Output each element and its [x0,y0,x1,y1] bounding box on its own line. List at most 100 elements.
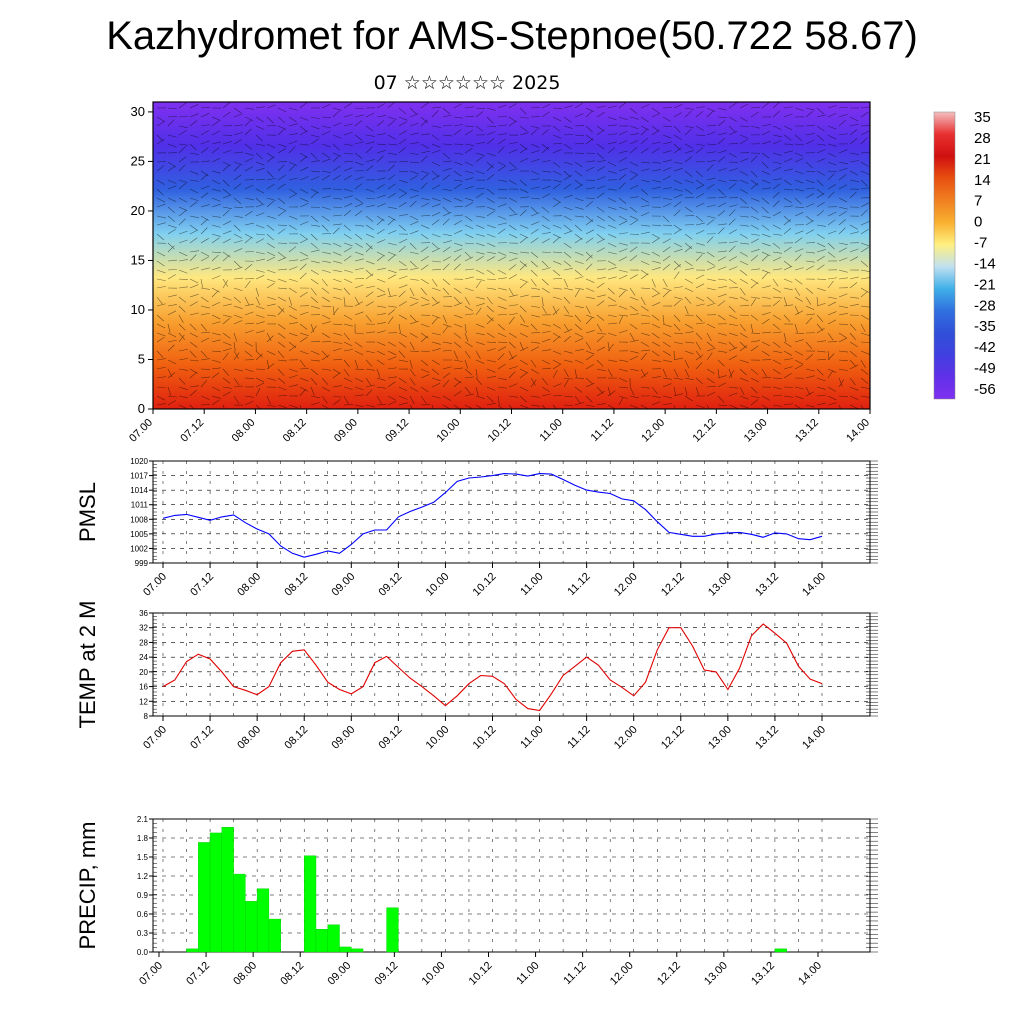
wind-barb [420,174,429,181]
wind-barb [585,330,595,334]
wind-barb [277,323,286,330]
wind-barb [695,386,700,396]
wind-barb [574,142,584,145]
wind-barb [343,103,352,109]
wind-barb [442,218,450,226]
wind-barb [156,251,166,257]
colorbar-label: 21 [974,151,991,168]
wind-barb [530,228,539,235]
wind-barb [178,259,188,262]
wind-barb [695,296,705,302]
wind-barb [321,130,331,136]
y-tick-label: 32 [139,624,148,633]
wind-barb [409,302,419,307]
wind-barb [805,161,813,169]
wind-barb [398,284,408,289]
wind-barb [761,152,770,159]
wind-barb [728,266,738,271]
wind-barb [662,197,672,201]
wind-barb [827,152,837,158]
wind-barb [398,160,408,163]
precip-bar [245,901,258,953]
wind-barb [673,368,679,378]
wind-barb [332,188,343,190]
wind-barb [310,138,319,145]
wind-barb [299,388,306,397]
wind-barb [255,178,265,181]
wind-barb [860,395,870,398]
wind-barb [607,197,617,203]
wind-barb [640,137,648,145]
wind-barb [310,269,319,275]
wind-barb [354,341,363,348]
wind-barb [354,267,364,271]
wind-barb [420,335,428,343]
wind-barb [354,203,364,208]
wind-barb [343,242,353,247]
wind-barb [772,191,780,199]
x-tick-label: 10.12 [467,960,495,988]
wind-barb [343,314,352,320]
wind-barb [640,305,649,312]
wind-barb [486,287,496,290]
wind-barb [827,319,837,325]
wind-barb [387,230,397,235]
wind-barb [717,341,727,345]
wind-barb [662,150,672,154]
y-tick-label: 0.3 [137,929,149,938]
wind-barb [244,184,254,190]
wind-barb [420,350,430,353]
wind-barb [662,359,672,363]
wind-barb [442,160,452,163]
wind-barb [618,116,628,121]
wind-barb [431,314,441,319]
wind-barb [453,404,460,409]
wind-barb [794,278,803,285]
wind-barb [684,386,688,396]
x-tick-label: 10.12 [486,417,514,445]
wind-barb [222,188,231,195]
wind-barb [420,264,429,271]
wind-barb [772,359,782,365]
wind-barb [343,123,353,127]
wind-barb [761,377,771,379]
wind-barb [288,374,298,379]
wind-barb [849,386,859,391]
wind-barb [750,106,760,109]
wind-barb [497,116,507,118]
wind-barb [651,376,661,379]
wind-barb [156,403,166,406]
wind-barb [541,287,550,294]
wind-barb [244,401,254,406]
y-tick-label: 8 [144,712,149,721]
wind-barb [376,228,385,235]
wind-barb [497,305,507,310]
wind-barbs [156,102,870,409]
wind-barb [376,322,386,325]
wind-barb [222,314,232,318]
wind-barb [541,185,551,190]
wind-barb [684,188,693,195]
wind-barb [189,250,199,253]
wind-barb [343,395,349,404]
wind-barb [420,246,429,253]
wind-barb [860,332,870,337]
wind-barb [332,107,342,111]
wind-barb [409,377,416,386]
wind-barb [651,287,660,294]
wind-barb [255,350,263,358]
y-tick-label: 1002 [130,544,148,553]
wind-barb [255,296,261,306]
wind-barb [475,125,484,132]
wind-barb [673,224,682,231]
wind-barb [310,152,318,160]
wind-barb [299,166,309,172]
wind-barb [860,350,870,355]
wind-barb [607,287,615,295]
wind-barb [508,120,517,127]
wind-barb [420,404,431,406]
colorbar-label: -21 [974,276,996,293]
wind-barb [244,166,254,172]
wind-barb [167,395,177,398]
wind-barb [596,143,605,150]
